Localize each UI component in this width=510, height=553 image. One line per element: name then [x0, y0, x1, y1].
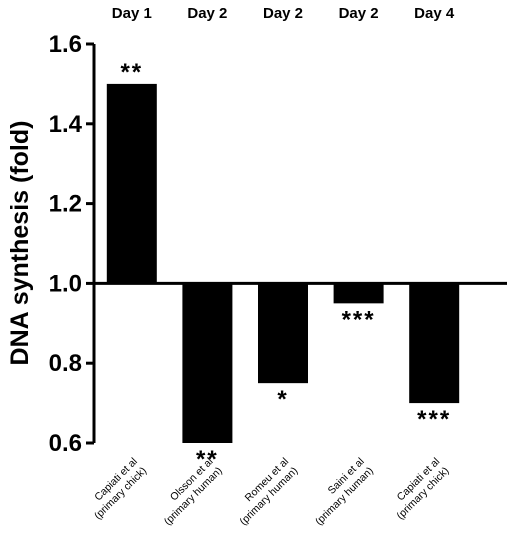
y-tick-label: 1.4	[49, 111, 83, 138]
significance-label: **	[120, 59, 143, 86]
significance-label: ***	[342, 306, 376, 333]
bar	[409, 283, 460, 404]
bars	[106, 83, 460, 443]
significance-label: *	[277, 386, 288, 413]
category-label: Capiati et al(primary chick)	[92, 456, 149, 522]
y-tick-label: 0.8	[49, 350, 82, 377]
bar	[182, 283, 233, 443]
day-labels: Day 1 Day 2 Day 2 Day 2 Day 4	[112, 5, 455, 22]
y-axis-title: DNA synthesis (fold)	[6, 121, 34, 366]
y-axis: 0.6 0.8 1.0 1.2 1.4 1.6	[49, 31, 96, 457]
significance-labels: ***********	[120, 59, 451, 473]
category-label: Romeu et al(primary human)	[237, 456, 300, 528]
significance-label: **	[196, 446, 219, 473]
day-label: Day 2	[263, 5, 303, 22]
category-label: Saini et al(primary human)	[313, 456, 376, 528]
day-label: Day 2	[339, 5, 379, 22]
day-label: Day 4	[414, 5, 455, 22]
y-tick-label: 0.6	[49, 430, 82, 457]
category-label: Capiati et al(primary chick)	[394, 456, 451, 522]
day-label: Day 2	[187, 5, 227, 22]
y-tick-label: 1.6	[49, 31, 82, 58]
significance-label: ***	[417, 406, 451, 433]
day-label: Day 1	[112, 5, 152, 22]
bar	[333, 283, 384, 304]
y-tick-label: 1.2	[49, 191, 82, 218]
category-label: Olsson et al(primary human)	[162, 456, 225, 528]
bar	[106, 83, 157, 284]
bar	[258, 283, 308, 384]
category-labels: Capiati et al(primary chick) Olsson et al…	[92, 456, 452, 528]
y-tick-label: 1.0	[49, 270, 82, 297]
